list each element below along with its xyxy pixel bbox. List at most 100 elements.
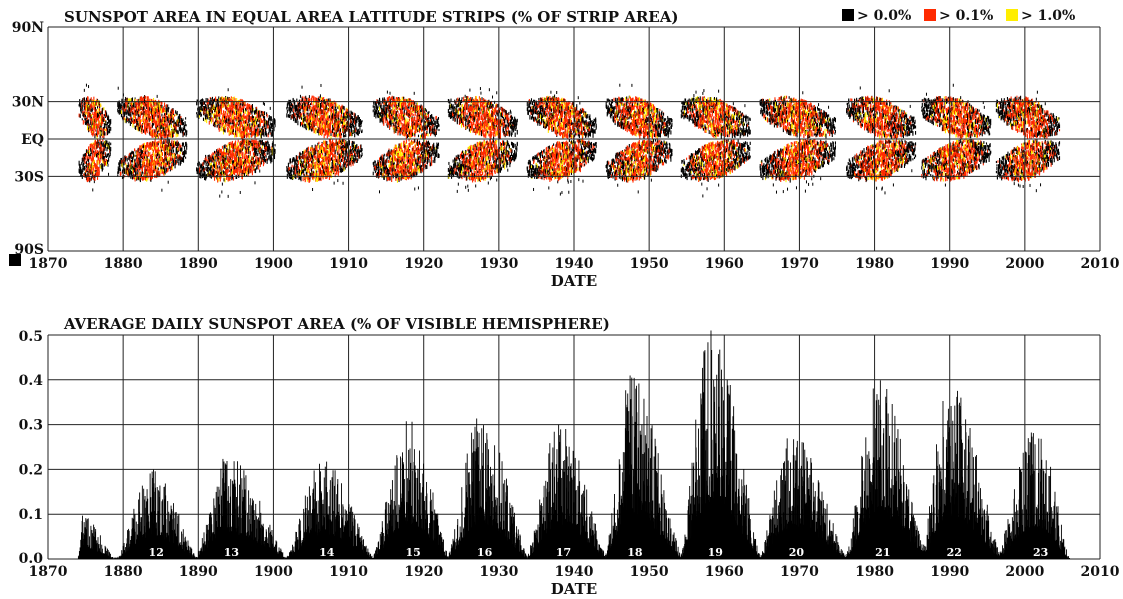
butterfly-mark xyxy=(153,118,155,124)
butterfly-mark xyxy=(182,142,185,146)
butterfly-mark xyxy=(158,140,160,144)
butterfly-mark xyxy=(180,116,182,120)
butterfly-mark xyxy=(94,176,96,181)
butterfly-mark xyxy=(219,177,221,182)
butterfly-mark xyxy=(211,96,213,102)
butterfly-mark xyxy=(135,109,137,113)
butterfly-mark xyxy=(139,125,141,129)
butterfly-mark xyxy=(156,134,158,137)
butterfly-mark xyxy=(242,152,244,157)
butterfly-mark xyxy=(313,130,315,133)
butterfly-mark xyxy=(240,99,242,103)
butterfly-mark xyxy=(239,121,241,127)
butterfly-mark xyxy=(104,128,106,132)
butterfly-mark xyxy=(258,123,260,128)
butterfly-mark xyxy=(165,126,167,130)
butterfly-mark xyxy=(95,125,97,129)
butterfly-mark xyxy=(238,145,240,149)
butterfly-mark xyxy=(227,113,229,117)
butterfly-mark xyxy=(213,176,216,181)
butterfly-mark xyxy=(237,101,239,107)
butterfly-mark xyxy=(151,153,153,158)
butterfly-mark xyxy=(100,165,102,169)
butterfly-mark xyxy=(204,102,206,105)
butterfly-mark xyxy=(182,129,184,135)
butterfly-mark xyxy=(139,177,141,183)
butterfly-mark xyxy=(217,120,219,124)
butterfly-mark xyxy=(140,149,142,155)
butterfly-mark xyxy=(156,170,158,174)
butterfly-mark xyxy=(152,101,154,106)
butterfly-mark xyxy=(87,171,89,176)
butterfly-mark xyxy=(127,118,129,121)
butterfly-mark xyxy=(211,159,213,163)
butterfly-mark xyxy=(232,129,235,133)
butterfly-mark xyxy=(200,113,202,117)
butterfly-mark xyxy=(210,176,212,179)
butterfly-mark xyxy=(160,142,162,146)
butterfly-mark xyxy=(83,153,85,156)
butterfly-mark xyxy=(259,110,261,114)
butterfly-mark xyxy=(110,142,112,146)
butterfly-mark xyxy=(99,111,101,115)
butterfly-marks xyxy=(78,83,1061,198)
butterfly-mark xyxy=(226,175,228,180)
butterfly-mark xyxy=(144,102,146,105)
butterfly-mark xyxy=(303,96,305,102)
butterfly-mark xyxy=(234,166,236,169)
butterfly-mark xyxy=(224,129,226,133)
butterfly-mark xyxy=(251,139,253,143)
butterfly-mark xyxy=(252,140,254,143)
butterfly-mark xyxy=(155,167,157,172)
butterfly-mark xyxy=(246,161,248,165)
butterfly-mark xyxy=(143,104,145,110)
butterfly-mark xyxy=(98,102,100,106)
butterfly-mark xyxy=(161,152,164,156)
butterfly-mark xyxy=(149,122,151,128)
butterfly-mark xyxy=(233,132,236,138)
butterfly-mark xyxy=(252,108,255,111)
butterfly-mark xyxy=(179,151,181,155)
butterfly-mark xyxy=(149,174,151,177)
butterfly-mark xyxy=(121,169,124,174)
butterfly-mark xyxy=(315,157,317,160)
butterfly-mark xyxy=(168,114,170,119)
butterfly-mark xyxy=(206,159,208,163)
butterfly-mark xyxy=(229,109,231,114)
butterfly-mark xyxy=(296,114,298,117)
butterfly-mark xyxy=(208,161,210,166)
butterfly-mark xyxy=(220,126,222,131)
butterfly-mark xyxy=(158,149,160,153)
butterfly-mark xyxy=(256,165,258,170)
butterfly-mark xyxy=(141,128,144,131)
butterfly-mark xyxy=(137,177,139,180)
butterfly-mark xyxy=(132,123,134,128)
butterfly-mark xyxy=(125,108,127,114)
butterfly-mark xyxy=(196,101,198,106)
butterfly-mark xyxy=(255,147,257,151)
butterfly-mark xyxy=(222,113,224,116)
butterfly-mark xyxy=(93,143,95,146)
butterfly-mark xyxy=(90,121,92,125)
butterfly-mark xyxy=(168,125,170,130)
butterfly-mark xyxy=(138,98,140,104)
butterfly-mark xyxy=(118,100,120,106)
butterfly-mark xyxy=(149,145,151,150)
butterfly-mark xyxy=(140,111,142,114)
butterfly-mark xyxy=(125,162,127,165)
butterfly-mark xyxy=(90,146,92,152)
butterfly-mark xyxy=(212,117,214,123)
butterfly-mark xyxy=(170,134,172,138)
legend-swatch-red xyxy=(924,9,936,21)
butterfly-mark xyxy=(213,174,216,178)
butterfly-mark xyxy=(204,166,206,171)
butterfly-mark xyxy=(203,161,205,165)
butterfly-mark xyxy=(96,126,99,129)
butterfly-mark xyxy=(174,140,176,145)
butterfly-mark xyxy=(94,129,96,132)
butterfly-mark xyxy=(169,145,171,150)
butterfly-mark xyxy=(93,165,95,168)
butterfly-mark xyxy=(136,101,138,106)
butterfly-mark xyxy=(247,118,249,121)
butterfly-mark xyxy=(207,116,209,120)
